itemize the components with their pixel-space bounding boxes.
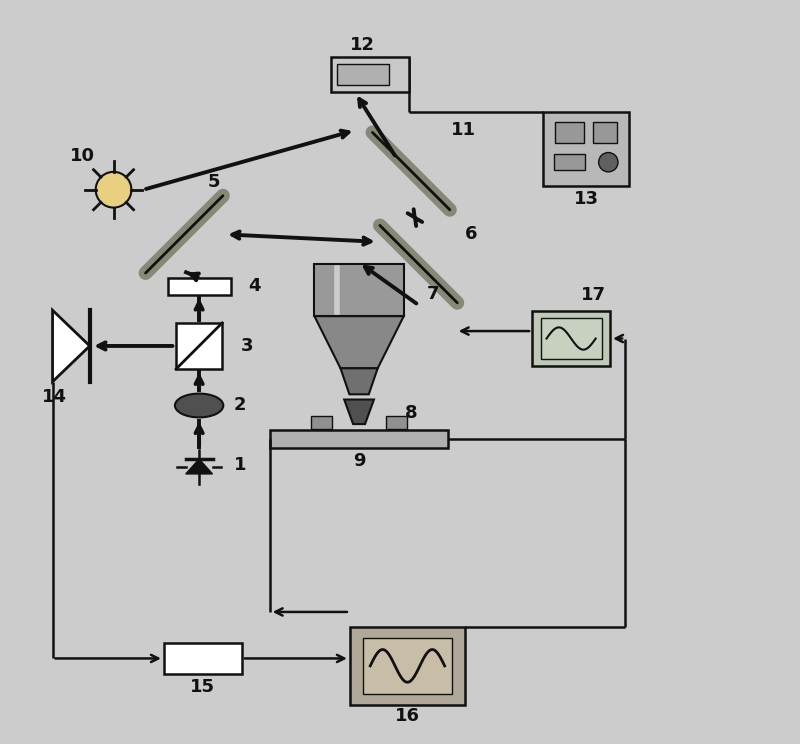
Polygon shape xyxy=(314,264,404,316)
Bar xyxy=(555,122,584,143)
Text: 15: 15 xyxy=(190,678,215,696)
Text: 1: 1 xyxy=(234,456,246,474)
Text: 17: 17 xyxy=(581,286,606,304)
Circle shape xyxy=(96,172,131,208)
Text: 8: 8 xyxy=(405,404,418,422)
Ellipse shape xyxy=(175,394,223,417)
Polygon shape xyxy=(341,368,378,394)
Text: 11: 11 xyxy=(450,121,476,139)
Text: 12: 12 xyxy=(350,36,375,54)
Circle shape xyxy=(598,153,618,172)
Text: 5: 5 xyxy=(208,173,220,191)
Text: 2: 2 xyxy=(234,397,246,414)
Text: 4: 4 xyxy=(249,278,261,295)
Text: 14: 14 xyxy=(42,388,66,405)
Text: 9: 9 xyxy=(353,452,366,470)
Polygon shape xyxy=(186,459,213,474)
Bar xyxy=(176,323,222,369)
Polygon shape xyxy=(314,316,404,368)
Bar xyxy=(350,626,465,705)
Bar xyxy=(541,318,602,359)
Bar xyxy=(593,122,617,143)
Text: 10: 10 xyxy=(70,147,95,165)
Bar xyxy=(554,154,586,170)
Bar xyxy=(363,638,452,694)
Text: 7: 7 xyxy=(427,285,440,303)
Bar xyxy=(164,643,242,674)
Bar xyxy=(337,64,389,85)
Bar xyxy=(270,430,448,448)
Bar xyxy=(543,112,629,186)
Polygon shape xyxy=(344,400,374,424)
Bar xyxy=(311,416,332,429)
Bar xyxy=(532,311,610,366)
Text: 6: 6 xyxy=(465,225,477,243)
Bar xyxy=(331,57,410,92)
Text: 16: 16 xyxy=(395,708,420,725)
Bar xyxy=(167,278,230,295)
Text: 13: 13 xyxy=(574,190,598,208)
Text: 3: 3 xyxy=(242,337,254,355)
Polygon shape xyxy=(53,310,90,382)
Bar xyxy=(386,416,406,429)
